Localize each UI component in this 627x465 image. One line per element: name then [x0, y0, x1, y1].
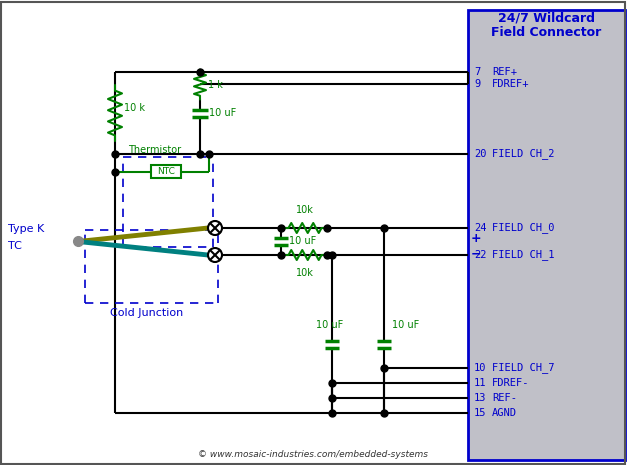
Text: 10 uF: 10 uF: [209, 108, 236, 119]
Bar: [151, 166, 181, 179]
Text: TC: TC: [8, 241, 22, 252]
Text: AGND: AGND: [492, 408, 517, 418]
Text: 24/7 Wildcard: 24/7 Wildcard: [498, 12, 595, 25]
Text: Thermistor: Thermistor: [128, 145, 181, 155]
FancyBboxPatch shape: [468, 10, 625, 460]
Text: +: +: [471, 232, 482, 246]
Text: 1 k: 1 k: [208, 80, 223, 89]
Text: 10k: 10k: [296, 268, 314, 278]
Text: 10 k: 10 k: [124, 103, 145, 113]
Text: 10 uF: 10 uF: [392, 320, 419, 330]
Text: FDREF+: FDREF+: [492, 79, 529, 89]
Text: FIELD CH_2: FIELD CH_2: [492, 148, 554, 159]
Text: 10 uF: 10 uF: [289, 237, 316, 246]
Text: NTC: NTC: [157, 167, 175, 177]
Text: 10 uF: 10 uF: [317, 320, 344, 330]
Text: 9: 9: [474, 79, 480, 89]
Text: 24: 24: [474, 223, 487, 233]
Text: FIELD CH_1: FIELD CH_1: [492, 250, 554, 260]
Text: FIELD CH_7: FIELD CH_7: [492, 363, 554, 373]
Text: 15: 15: [474, 408, 487, 418]
Text: Field Connector: Field Connector: [492, 26, 602, 39]
Text: REF+: REF+: [492, 67, 517, 77]
Text: FIELD CH_0: FIELD CH_0: [492, 223, 554, 233]
Text: 10: 10: [474, 363, 487, 373]
Circle shape: [208, 221, 222, 235]
Text: −: −: [471, 247, 482, 260]
Text: 20: 20: [474, 149, 487, 159]
Text: 11: 11: [474, 378, 487, 388]
Text: FDREF-: FDREF-: [492, 378, 529, 388]
Text: 22: 22: [474, 250, 487, 260]
Text: Cold Junction: Cold Junction: [110, 308, 183, 318]
Text: Type K: Type K: [8, 225, 45, 234]
Circle shape: [208, 248, 222, 262]
Text: 7: 7: [474, 67, 480, 77]
Text: © www.mosaic-industries.com/embedded-systems: © www.mosaic-industries.com/embedded-sys…: [199, 450, 428, 459]
Text: 10k: 10k: [296, 205, 314, 215]
Text: REF-: REF-: [492, 393, 517, 403]
Text: 13: 13: [474, 393, 487, 403]
